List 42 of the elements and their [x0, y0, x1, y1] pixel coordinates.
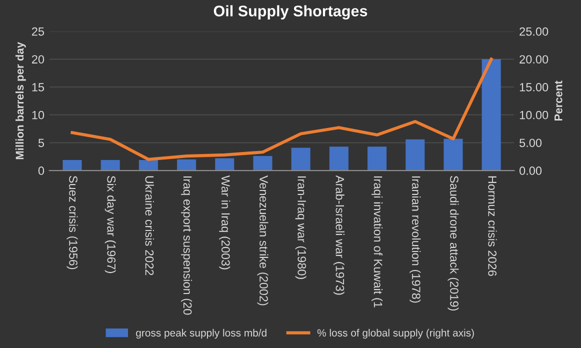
y-tick-label: 20	[32, 55, 44, 64]
x-tick-label: Arab-Israeli war (1973)	[333, 175, 344, 295]
y-tick-label: 25	[32, 27, 44, 36]
bar	[215, 158, 234, 171]
y2-tick-label: 0.00	[520, 166, 542, 175]
y2-tick-label: 20.00	[520, 55, 548, 64]
bar	[368, 146, 387, 171]
chart-title: Oil Supply Shortages	[214, 5, 368, 20]
bar	[253, 156, 272, 171]
x-tick-label: Suez crisis (1956)	[66, 176, 78, 270]
y2-tick-label: 25.00	[520, 27, 548, 36]
y-axis-title: Million barrels per day	[15, 42, 26, 160]
x-tick-label: Iranian revolution (1978)	[410, 176, 421, 303]
y-tick-label: 5	[38, 138, 44, 148]
y-tick-label: 10	[32, 110, 44, 120]
x-tick-label: Iran-Iraq war (1980)	[295, 176, 306, 279]
legend-label: % loss of global supply (right axis)	[317, 328, 474, 339]
x-tick-label: Hormuz crisis 2026	[488, 176, 497, 276]
bar	[138, 160, 158, 171]
x-tick-label: Iraq export suspension (20	[181, 176, 192, 315]
bar	[329, 146, 348, 171]
y2-tick-label: 15.00	[520, 83, 548, 92]
bar	[100, 160, 120, 171]
bar	[62, 160, 82, 171]
legend-label: gross peak supply loss mb/d	[136, 328, 266, 339]
x-tick-label: Venezuelan strike (2002)	[257, 175, 268, 306]
y2-tick-label: 10.00	[520, 110, 548, 120]
y-tick-label: 15	[32, 83, 44, 92]
bar	[444, 138, 463, 171]
x-tick-label: Six day war (1967)	[104, 176, 116, 274]
y-tick-label: 0	[38, 166, 44, 175]
bar	[291, 148, 310, 171]
x-tick-label: Ukraine crisis 2022	[145, 176, 154, 276]
bar	[406, 139, 425, 171]
bar	[482, 59, 501, 171]
bar	[177, 159, 196, 171]
x-tick-label: Iraqi invation of Kuwait (1	[372, 176, 383, 308]
y2-axis-title: Percent	[554, 80, 562, 121]
line-series	[70, 58, 493, 161]
x-tick-label: War in Iraq (2003)	[219, 175, 230, 270]
x-tick-label: Saudi drone attack (2019)	[448, 176, 459, 310]
y2-tick-label: 5.00	[520, 138, 542, 148]
